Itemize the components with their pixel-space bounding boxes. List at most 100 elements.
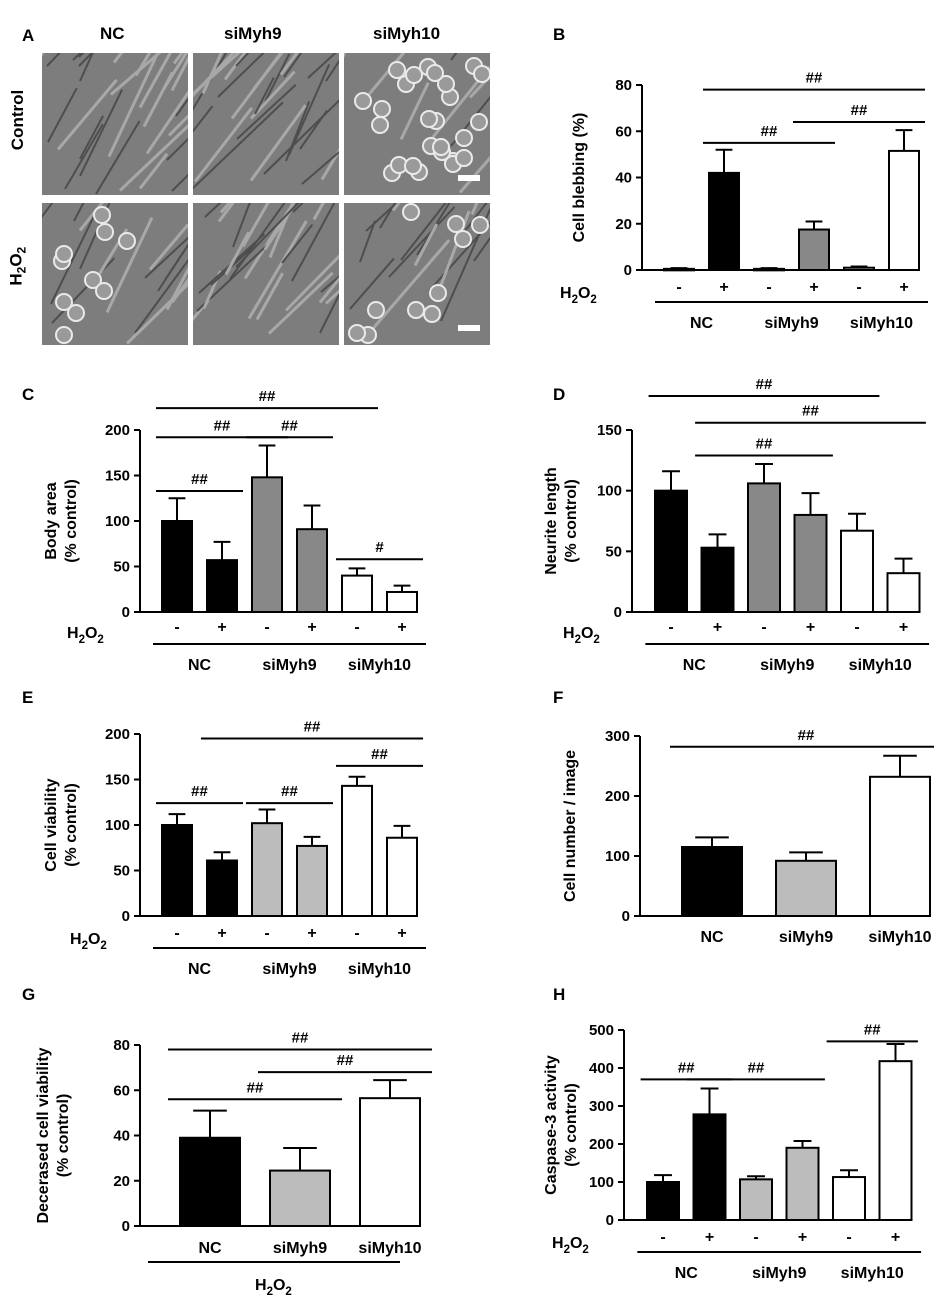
group-label: siMyh10 bbox=[348, 961, 411, 978]
bar bbox=[206, 559, 238, 614]
panel-b: B 0 20 40 60 80 Cell blebbing (%) ## ## ## - + - + - + N… bbox=[553, 25, 928, 332]
significance-label: ## bbox=[281, 783, 298, 800]
treatment-sign: - bbox=[753, 1229, 758, 1246]
treatment-sign: - bbox=[766, 279, 771, 296]
y-tick-label: 200 bbox=[605, 788, 630, 805]
panel-b-letter: B bbox=[553, 25, 565, 44]
treatment-sign: - bbox=[174, 619, 179, 636]
bar bbox=[753, 267, 785, 272]
treatment-sign: + bbox=[899, 619, 908, 636]
treatment-sign: - bbox=[854, 619, 859, 636]
significance-label: ## bbox=[802, 403, 819, 420]
group-label: siMyh9 bbox=[764, 315, 818, 332]
significance-label: ## bbox=[798, 727, 815, 744]
treatment-sign: - bbox=[668, 619, 673, 636]
treatment-sign: - bbox=[354, 925, 359, 942]
panel-a-letter: A bbox=[22, 26, 35, 45]
treatment-sign: + bbox=[806, 619, 815, 636]
y-tick-label: 200 bbox=[105, 422, 130, 439]
y-tick-label: 20 bbox=[615, 216, 632, 233]
y-tick-label: 50 bbox=[113, 863, 130, 880]
y-tick-label: 150 bbox=[105, 468, 130, 485]
bar bbox=[878, 1060, 913, 1222]
panel-h: H 0 100 200 300 400 500 Caspase-3 activity (% co… bbox=[543, 985, 922, 1282]
bar bbox=[747, 482, 781, 613]
panel-f-letter: F bbox=[553, 688, 563, 707]
bar bbox=[251, 822, 283, 917]
bar bbox=[251, 476, 283, 613]
y-tick-label: 300 bbox=[605, 728, 630, 745]
panel-d-letter: D bbox=[553, 385, 565, 404]
treatment-sign: - bbox=[174, 925, 179, 942]
y-tick-label: 80 bbox=[113, 1037, 130, 1054]
group-label: NC bbox=[690, 315, 714, 332]
treatment-sign: + bbox=[798, 1229, 807, 1246]
y-tick-label: 100 bbox=[605, 848, 630, 865]
y-tick-label: 50 bbox=[113, 559, 130, 576]
y-tick-label: 0 bbox=[614, 604, 622, 621]
significance-label: ## bbox=[864, 1021, 881, 1038]
category-label: siMyh9 bbox=[779, 929, 833, 946]
significance-label: ## bbox=[191, 471, 208, 488]
bar bbox=[296, 844, 328, 917]
significance-label: ## bbox=[756, 435, 773, 452]
bar bbox=[654, 489, 688, 613]
bar bbox=[775, 859, 837, 917]
treatment-sign: + bbox=[891, 1229, 900, 1246]
bar bbox=[681, 846, 743, 917]
group-label: siMyh10 bbox=[841, 1265, 904, 1282]
treatment-label: H2O2 bbox=[552, 1235, 589, 1256]
y-tick-label: 100 bbox=[105, 817, 130, 834]
y-tick-label: 40 bbox=[113, 1128, 130, 1145]
y-tick-label: 100 bbox=[105, 513, 130, 530]
significance-label: ## bbox=[851, 102, 868, 119]
micrograph-h2o2-simyh9 bbox=[193, 203, 339, 345]
bar bbox=[646, 1181, 680, 1221]
micrograph-control-nc bbox=[42, 53, 188, 195]
y-axis-label: Cell viability (% control) bbox=[43, 778, 80, 871]
treatment-sign: + bbox=[307, 619, 316, 636]
treatment-label: H2O2 bbox=[563, 625, 600, 646]
group-label: siMyh10 bbox=[348, 657, 411, 674]
y-tick-label: 200 bbox=[589, 1136, 614, 1153]
treatment-label: H2O2 bbox=[70, 931, 107, 952]
category-label: NC bbox=[700, 929, 724, 946]
panel-a-col-simyh9: siMyh9 bbox=[224, 24, 282, 43]
bar bbox=[692, 1113, 727, 1221]
bar bbox=[888, 149, 920, 271]
treatment-sign: + bbox=[719, 279, 728, 296]
significance-label: ## bbox=[247, 1079, 264, 1096]
scale-bar bbox=[458, 325, 480, 331]
y-tick-label: 60 bbox=[615, 123, 632, 140]
panel-d: D 0 50 100 150 Neurite length (% control) ## ## #… bbox=[543, 376, 930, 674]
micrograph-control-simyh10 bbox=[344, 53, 490, 195]
treatment-sign: + bbox=[705, 1229, 714, 1246]
bar bbox=[785, 1146, 820, 1222]
treatment-sign: + bbox=[899, 279, 908, 296]
treatment-sign: + bbox=[397, 619, 406, 636]
treatment-sign: - bbox=[846, 1229, 851, 1246]
significance-label: ## bbox=[761, 123, 778, 140]
category-label: NC bbox=[198, 1240, 222, 1257]
scale-bar bbox=[458, 175, 480, 181]
treatment-label: H2O2 bbox=[560, 285, 597, 306]
treatment-sign: + bbox=[307, 925, 316, 942]
bar bbox=[708, 171, 740, 271]
y-tick-label: 0 bbox=[606, 1212, 614, 1229]
panel-g-letter: G bbox=[22, 985, 35, 1004]
group-label: siMyh9 bbox=[760, 657, 814, 674]
category-label: siMyh9 bbox=[273, 1240, 327, 1257]
panel-e: E 0 50 100 150 200 Cell viability (% control) ##… bbox=[22, 688, 426, 978]
significance-label: ## bbox=[292, 1030, 309, 1047]
bar bbox=[206, 859, 238, 917]
group-label: NC bbox=[188, 961, 212, 978]
bar bbox=[386, 590, 418, 613]
treatment-sign: + bbox=[713, 619, 722, 636]
micrograph-h2o2-simyh10 bbox=[344, 203, 490, 345]
bar bbox=[700, 546, 735, 614]
treatment-sign: - bbox=[856, 279, 861, 296]
bar bbox=[798, 228, 830, 271]
bar bbox=[886, 572, 921, 614]
group-label: siMyh10 bbox=[849, 657, 912, 674]
bar bbox=[843, 266, 875, 271]
